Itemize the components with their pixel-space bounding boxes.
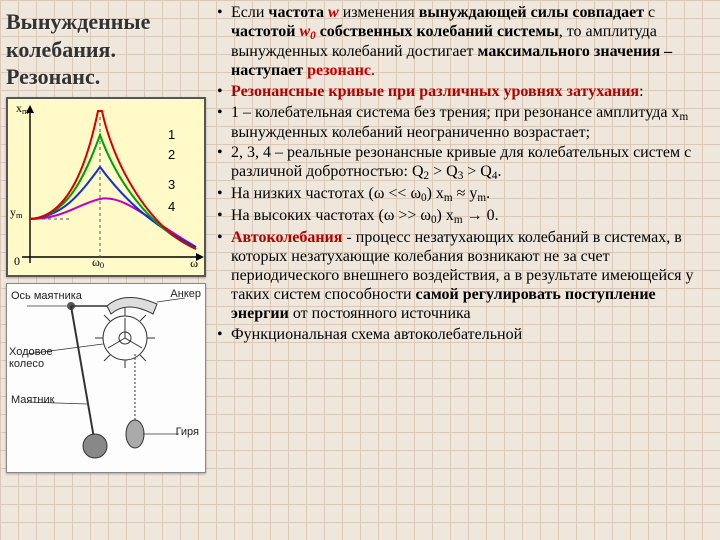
curve-2-label: 2 [168, 147, 175, 162]
clock-axis-label: Ось маятника [11, 290, 82, 302]
clock-weight-label: Гиря [176, 426, 199, 438]
curve-4-label: 4 [168, 199, 175, 214]
bullet-curve-234: 2, 3, 4 – реальные резонансные кривые дл… [215, 144, 712, 183]
bullet-intro: Если частота w изменения вынуждающей сил… [215, 4, 712, 81]
bullet-functional-cut: Функциональная схема автоколебательной [215, 326, 712, 345]
clock-wheel-label: Ходовое колесо [9, 346, 69, 370]
chart-origin-label: 0 [14, 254, 20, 269]
page-title: Вынужденные колебания. Резонанс. [6, 8, 209, 91]
chart-y-axis-label: xm [16, 101, 29, 116]
curve-3-label: 3 [168, 177, 175, 192]
bullet-high-freq: На высоких частотах (ω >> ω0) xm → 0. [215, 207, 712, 227]
bullet-auto: Автоколебания - процесс незатухающих кол… [215, 229, 712, 323]
clock-anchor-label: Анкер [170, 288, 201, 300]
chart-x-axis-label: ω [190, 256, 198, 271]
chart-ym-label: ym [10, 205, 23, 220]
resonance-chart: xm ym 0 ω0 ω 1 2 3 4 [6, 97, 206, 277]
chart-w0-label: ω0 [92, 255, 104, 270]
bullet-curve-1: 1 – колебательная система без трения; пр… [215, 104, 712, 143]
curve-1-label: 1 [168, 127, 175, 142]
bullet-low-freq: На низких частотах (ω << ω0) xm ≈ ym. [215, 185, 712, 205]
clock-pendulum-label: Маятник [11, 394, 54, 406]
bullet-curves-head: Резонансные кривые при различных уровнях… [215, 83, 712, 102]
clock-mechanism-diagram: Ось маятника Анкер Ходовое колесо Маятни… [6, 283, 206, 473]
